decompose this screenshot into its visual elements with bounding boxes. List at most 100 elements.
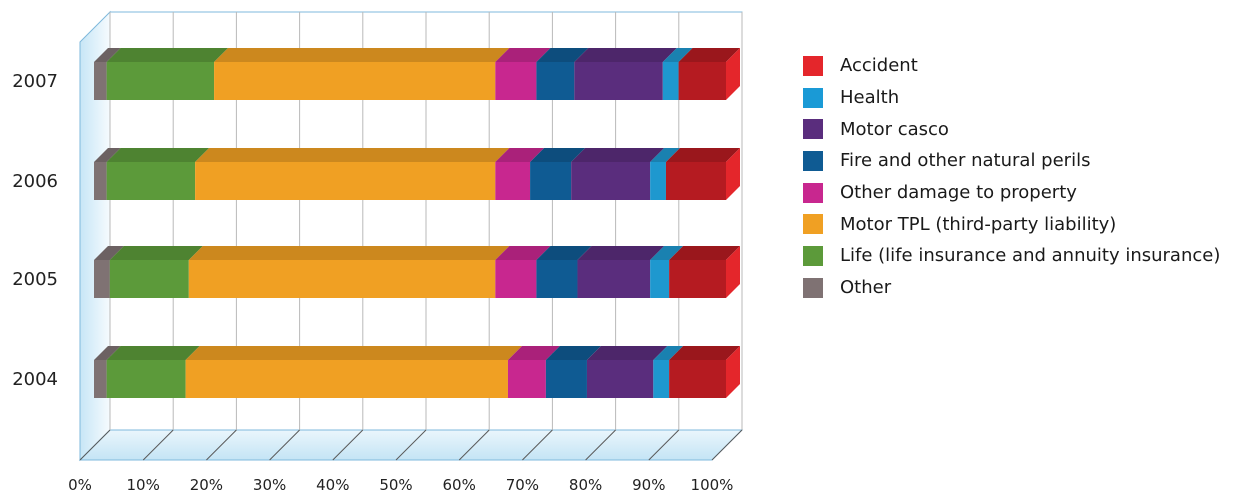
legend-label-life: Life (life insurance and annuity insuran… (840, 245, 1221, 267)
legend-item-life: Life (life insurance and annuity insuran… (790, 240, 1220, 272)
floor-gridline-60 (458, 429, 490, 461)
floor-gridline-100 (711, 429, 743, 461)
bar-row-2005 (94, 246, 740, 298)
bar-top-2006-motor-casco (571, 148, 665, 162)
bar-top-2004-other-damage-to-property (507, 346, 560, 360)
legend-item-motor-tpl: Motor TPL (third-party liability) (790, 208, 1220, 240)
legend-label-motor-casco: Motor casco (840, 118, 949, 140)
legend-swatch-other (803, 277, 823, 298)
bar-end-2005 (726, 246, 740, 298)
bar-2005-motor-tpl-third-party-liability (188, 260, 496, 298)
bar-top-2006-life-life-insurance-and-annuity-insurance (106, 148, 210, 162)
legend-swatch-fire-natural-perils (803, 150, 823, 171)
bar-top-2007-motor-tpl-third-party-liability (214, 48, 510, 62)
x-tick-label-20: 20% (190, 476, 223, 494)
bar-2007-fire-and-other-natural-perils (536, 62, 575, 100)
legend-swatch-accident (803, 55, 823, 76)
legend-label-fire-natural-perils: Fire and other natural perils (840, 150, 1091, 172)
bar-top-2004-motor-tpl-third-party-liability (185, 346, 522, 360)
floor-gridline-70 (522, 429, 553, 461)
year-label-2007: 2007 (12, 71, 58, 92)
legend-swatch-motor-casco (803, 119, 823, 140)
x-tick-label-30: 30% (253, 476, 286, 494)
floor-gridline-0 (79, 429, 111, 461)
legend: Accident Health Motor casco Fire and oth… (790, 50, 1220, 304)
legend-swatch-life (803, 245, 823, 266)
legend-swatch-health (803, 87, 823, 108)
bar-top-2007-other-damage-to-property (495, 48, 551, 62)
bar-2004-other (94, 360, 107, 398)
bar-2006-motor-tpl-third-party-liability (195, 162, 496, 200)
bar-2004-other-damage-to-property (507, 360, 546, 398)
bar-2005-fire-and-other-natural-perils (536, 260, 578, 298)
year-label-2006: 2006 (12, 171, 58, 192)
floor-gridline-30 (269, 429, 300, 461)
bar-top-2007-health (662, 48, 693, 62)
bar-top-2004-fire-and-other-natural-perils (545, 346, 601, 360)
legend-item-other-damage-property: Other damage to property (790, 177, 1220, 209)
bar-top-2004-accident (669, 346, 740, 360)
legend-swatch-motor-tpl (803, 214, 823, 235)
bar-top-2006-other-damage-to-property (495, 148, 545, 162)
legend-label-motor-tpl: Motor TPL (third-party liability) (840, 213, 1117, 235)
bar-top-2004-motor-casco (586, 346, 668, 360)
year-label-2005: 2005 (12, 269, 58, 290)
bar-2005-life-life-insurance-and-annuity-insurance (109, 260, 189, 298)
bar-top-2004-health (653, 346, 684, 360)
bar-top-2007-motor-casco (574, 48, 677, 62)
legend-label-other-damage-property: Other damage to property (840, 182, 1077, 204)
bar-2007-life-life-insurance-and-annuity-insurance (106, 62, 215, 100)
bar-2005-health (650, 260, 670, 298)
bar-top-2005-other-damage-to-property (495, 246, 551, 260)
bar-2006-other-damage-to-property (495, 162, 531, 200)
bar-top-2006-fire-and-other-natural-perils (530, 148, 586, 162)
floor-gridline-50 (395, 429, 427, 461)
legend-item-other: Other (790, 272, 1220, 304)
bar-2004-accident (669, 360, 726, 398)
bar-end-2007 (726, 48, 740, 100)
bar-end-2006 (726, 148, 740, 200)
bar-row-2007 (94, 48, 740, 100)
bar-top-2005-fire-and-other-natural-perils (536, 246, 592, 260)
bar-top-2007-accident (678, 48, 740, 62)
legend-swatch-other-damage-property (803, 182, 823, 203)
x-tick-label-60: 60% (443, 476, 476, 494)
bar-2005-other (94, 260, 110, 298)
floor-gridline-90 (648, 429, 680, 461)
x-tick-label-90: 90% (632, 476, 665, 494)
bar-2005-other-damage-to-property (495, 260, 537, 298)
bar-top-2005-health (650, 246, 684, 260)
legend-item-health: Health (790, 82, 1220, 114)
year-labels: 2007 2006 2005 2004 (12, 71, 58, 390)
bar-2004-motor-casco (586, 360, 654, 398)
bar-top-2005-motor-tpl-third-party-liability (188, 246, 510, 260)
legend-item-accident: Accident (790, 50, 1220, 82)
legend-label-other: Other (840, 277, 892, 299)
bar-top-2004-other (94, 346, 121, 360)
x-axis-tick-labels: 0% 10% 20% 30% 40% 50% 60% 70% 80% 90% 100% (68, 476, 733, 494)
legend-label-health: Health (840, 87, 900, 109)
bar-2006-life-life-insurance-and-annuity-insurance (106, 162, 196, 200)
bar-top-2006-health (650, 148, 680, 162)
bar-end-2004 (726, 346, 740, 398)
bar-2006-fire-and-other-natural-perils (530, 162, 572, 200)
x-tick-label-10: 10% (127, 476, 160, 494)
bar-2004-health (653, 360, 670, 398)
legend-item-fire-natural-perils: Fire and other natural perils (790, 145, 1220, 177)
legend-item-motor-casco: Motor casco (790, 113, 1220, 145)
bar-2007-health (662, 62, 679, 100)
bar-top-2005-accident (669, 246, 740, 260)
year-label-2004: 2004 (12, 369, 58, 390)
bar-2007-motor-casco (574, 62, 663, 100)
bar-2006-other (94, 162, 107, 200)
bar-top-2007-fire-and-other-natural-perils (536, 48, 589, 62)
bar-top-2004-life-life-insurance-and-annuity-insurance (106, 346, 200, 360)
legend-label-accident: Accident (840, 55, 918, 77)
floor-gridline-80 (585, 429, 616, 461)
bar-top-2007-other (94, 48, 121, 62)
x-tick-label-50: 50% (379, 476, 412, 494)
bar-top-2005-other (94, 246, 124, 260)
bar-top-2005-motor-casco (577, 246, 665, 260)
bar-top-2006-other (94, 148, 121, 162)
